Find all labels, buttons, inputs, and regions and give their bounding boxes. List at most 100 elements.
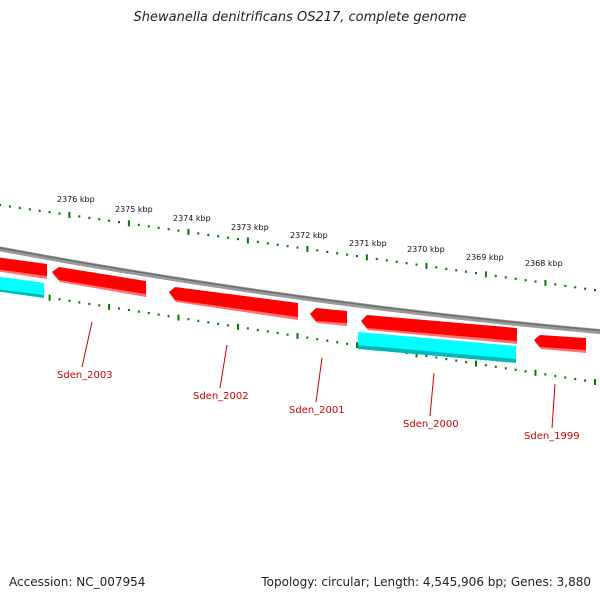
minor-tick [346,342,349,345]
minor-tick [564,284,567,287]
minor-tick [266,330,269,333]
minor-tick [475,272,477,275]
gene-sden-2000-forward[interactable] [361,315,517,344]
major-tick [475,360,477,367]
label-line-sden-2002 [219,344,228,389]
minor-tick [58,298,61,301]
minor-tick [127,308,130,312]
minor-tick [147,225,150,228]
minor-tick [484,364,487,367]
scale-label: 2376 kbp [57,195,95,204]
gene-label[interactable]: Sden_2003 [57,370,113,381]
scale-label: 2371 kbp [349,239,387,248]
minor-tick [564,376,567,379]
major-tick [365,254,368,261]
minor-tick [336,252,339,255]
major-tick [246,237,249,244]
minor-tick [237,238,239,241]
map-title: Shewanella denitrificans OS217, complete… [133,10,467,25]
minor-tick [465,270,468,273]
accession-text: Accession: NC_007954 [9,575,146,589]
minor-tick [435,356,438,359]
minor-tick [326,339,329,342]
minor-tick [88,216,91,219]
minor-tick [217,322,220,325]
minor-tick [246,327,249,330]
major-tick [48,294,51,301]
gene-sden-1999[interactable] [534,335,586,353]
gene-sden-2002[interactable] [169,287,298,320]
minor-tick [395,260,398,263]
minor-tick [207,233,210,236]
genome-summary-text: Topology: circular; Length: 4,545,906 bp… [261,575,591,589]
minor-tick [514,368,517,371]
minor-tick [98,304,101,307]
minor-tick [256,240,259,243]
minor-tick [0,204,1,207]
minor-tick [227,324,230,327]
minor-tick [108,219,111,222]
minor-tick [48,211,51,214]
forward-genes [0,257,586,353]
minor-tick [118,307,120,310]
scale-label: 2368 kbp [525,259,563,268]
gene-sden-2003[interactable] [52,267,146,297]
minor-tick [336,341,339,344]
scale-label: 2374 kbp [173,214,211,223]
minor-tick [207,321,210,324]
scale-labels: 2376 kbp 2375 kbp 2374 kbp 2373 kbp 2372… [57,195,563,268]
minor-tick [504,367,507,370]
minor-tick [415,263,418,266]
minor-tick [425,354,428,358]
minor-tick [435,266,438,269]
gene-label[interactable]: Sden_1999 [524,431,580,442]
major-tick [415,351,418,358]
gene-label[interactable]: Sden_2002 [193,391,249,402]
minor-tick [8,205,11,208]
major-tick [127,220,130,227]
minor-tick [534,280,537,283]
minor-tick [167,228,170,231]
gene-labels: Sden_2003 Sden_2002 Sden_2001 Sden_2000 … [57,370,580,442]
minor-tick [494,274,497,277]
minor-tick [504,276,507,279]
minor-tick [137,223,140,226]
label-line-sden-1999 [551,383,556,429]
major-tick [425,262,428,269]
gene-reverse-left[interactable] [0,276,44,298]
minor-tick [266,242,269,245]
minor-tick [78,301,81,304]
major-tick [544,279,547,286]
minor-tick [98,218,101,221]
minor-tick [574,377,577,381]
gene-sden-2004-forward[interactable] [0,257,47,279]
minor-tick [68,299,71,302]
major-tick [237,323,239,330]
major-tick [356,342,358,349]
gene-sden-2001[interactable] [310,308,347,326]
scale-label: 2373 kbp [231,223,269,232]
scale-label: 2372 kbp [290,231,328,240]
minor-tick [18,206,21,209]
minor-tick [445,358,448,361]
gene-label-lines [81,321,556,429]
gene-label[interactable]: Sden_2001 [289,405,345,416]
minor-tick [296,246,299,249]
major-tick [296,333,299,339]
minor-tick [455,359,458,362]
minor-tick [356,255,358,258]
reverse-genes [0,276,516,363]
minor-tick [584,287,587,290]
minor-tick [544,373,547,376]
minor-tick [316,338,319,341]
minor-tick [524,370,527,373]
minor-tick [524,279,527,282]
label-line-sden-2000 [429,372,435,417]
minor-tick [445,267,448,270]
gene-label[interactable]: Sden_2000 [403,419,459,430]
gene-sden-2000-reverse[interactable] [358,332,516,363]
minor-tick [554,283,557,286]
minor-tick [28,208,31,211]
minor-tick [405,262,408,265]
